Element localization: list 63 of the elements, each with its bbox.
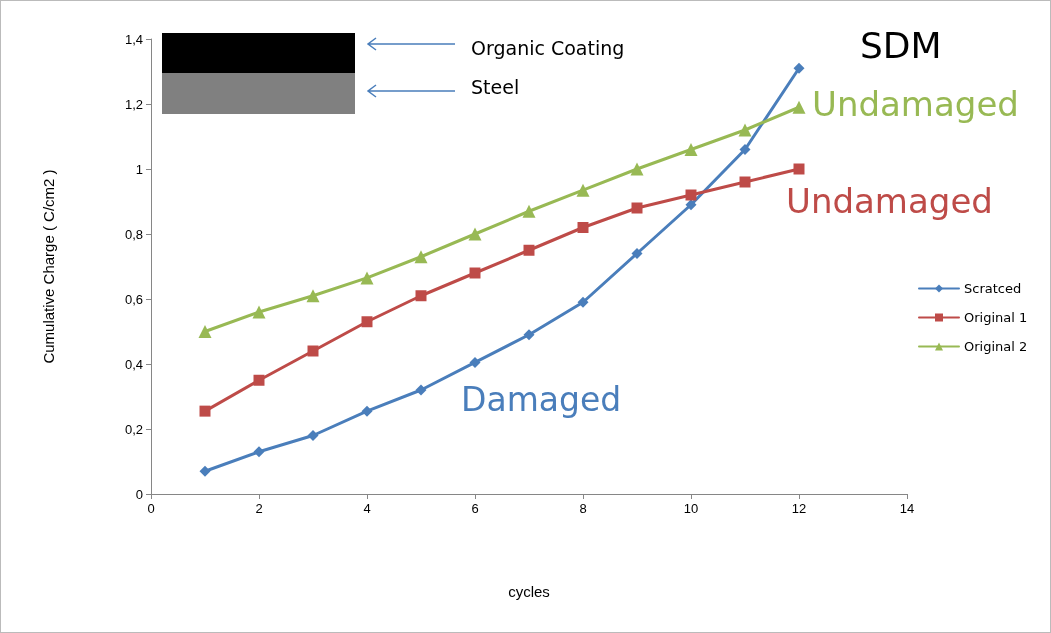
y-tick-label: 0,2 (124, 421, 143, 437)
x-tick-label: 10 (683, 501, 699, 516)
legend-label: Scratced (964, 281, 1022, 296)
x-tick-label: 2 (255, 501, 263, 516)
point (577, 222, 589, 233)
y-tick-label: 1 (135, 161, 143, 177)
point (630, 162, 644, 176)
y-tick-label: 0 (135, 486, 143, 502)
point (306, 289, 320, 303)
point (739, 176, 751, 188)
y-tick-label: 1,4 (124, 31, 143, 47)
point (469, 356, 481, 368)
point (739, 144, 751, 155)
point (415, 290, 427, 302)
point (253, 374, 265, 386)
y-axis-title: Cumulative Charge ( C/cm2 ) (40, 169, 57, 364)
legend-label: Original 2 (964, 339, 1028, 354)
point (631, 248, 643, 259)
annotation: Steel (471, 76, 520, 98)
annotation: Damaged (461, 380, 622, 419)
point (793, 62, 805, 74)
x-tick-label: 0 (147, 501, 155, 516)
point (577, 296, 589, 308)
point (631, 202, 643, 214)
point (414, 250, 428, 264)
point (685, 199, 697, 211)
x-tick-label: 12 (791, 501, 807, 516)
y-tick-label: 0,4 (124, 356, 143, 372)
point (252, 305, 266, 319)
point (253, 446, 265, 458)
point (361, 316, 373, 328)
point (198, 325, 212, 338)
point (792, 100, 806, 114)
point (360, 271, 374, 285)
point (576, 183, 590, 197)
annotation: SDM (860, 25, 942, 66)
point (522, 204, 536, 218)
annotation: Organic Coating (471, 37, 625, 59)
point (684, 143, 698, 156)
point (415, 384, 427, 396)
point (738, 123, 752, 137)
y-tick-label: 0,8 (124, 226, 143, 242)
point (199, 405, 211, 417)
x-tick-label: 6 (471, 501, 479, 516)
point (468, 227, 482, 241)
point (793, 163, 805, 175)
point (307, 430, 319, 441)
point (523, 329, 535, 341)
annotation: Undamaged (812, 84, 1019, 124)
point (685, 189, 697, 201)
point (307, 345, 319, 357)
x-tick-label: 4 (363, 501, 371, 516)
point (361, 405, 373, 417)
point (523, 244, 535, 256)
point (199, 465, 211, 477)
x-tick-label: 8 (579, 501, 587, 516)
y-tick-label: 1,2 (124, 96, 143, 112)
y-tick-label: 0,6 (124, 291, 143, 307)
x-tick-label: 14 (899, 501, 915, 516)
x-axis-title: cycles (508, 583, 550, 600)
annotation: Undamaged (786, 181, 993, 221)
point (469, 267, 481, 279)
legend-label: Original 1 (964, 310, 1028, 325)
